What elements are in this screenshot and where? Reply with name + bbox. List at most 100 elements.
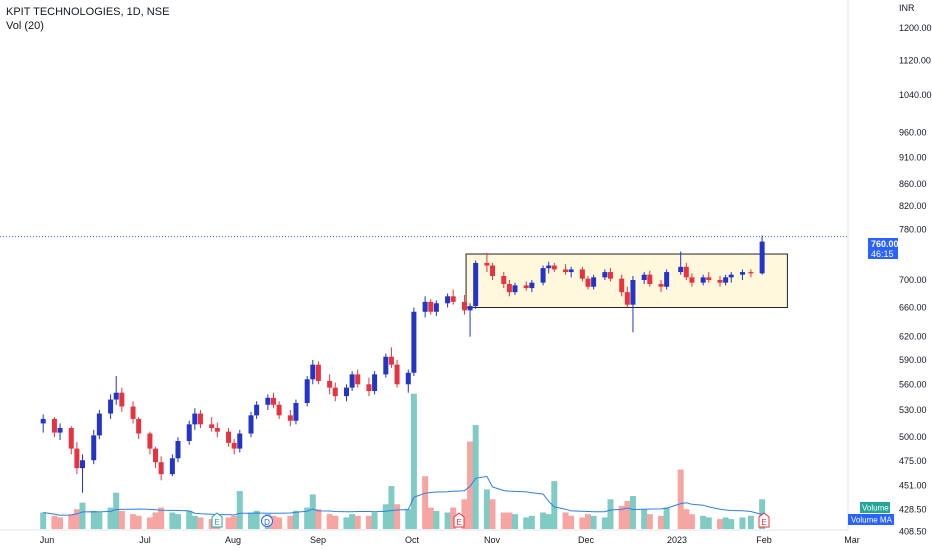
candle[interactable] — [546, 261, 552, 274]
candle[interactable] — [411, 307, 417, 377]
candle[interactable] — [51, 417, 57, 438]
candle[interactable] — [619, 274, 625, 297]
candle[interactable] — [237, 429, 243, 453]
candle[interactable] — [327, 374, 333, 395]
volume-indicator-title[interactable]: Vol (20) — [6, 20, 44, 32]
candle[interactable] — [315, 361, 321, 385]
candle[interactable] — [276, 401, 282, 419]
candle[interactable] — [568, 266, 574, 278]
candle[interactable] — [332, 382, 338, 402]
earnings-badge[interactable] — [758, 512, 770, 528]
candle[interactable] — [119, 387, 125, 412]
candle[interactable] — [349, 371, 355, 392]
candle[interactable] — [700, 274, 706, 286]
candle[interactable] — [270, 392, 276, 409]
candle[interactable] — [209, 417, 215, 432]
candle[interactable] — [40, 414, 46, 433]
candle[interactable] — [153, 446, 159, 469]
candle[interactable] — [192, 408, 198, 430]
candle[interactable] — [226, 427, 232, 447]
event-marker-earnings[interactable]: E — [453, 512, 465, 528]
candle[interactable] — [68, 426, 74, 455]
candle[interactable] — [91, 429, 97, 465]
candle[interactable] — [706, 272, 712, 283]
candle[interactable] — [506, 280, 512, 297]
candle[interactable] — [175, 437, 181, 463]
dividend-badge[interactable] — [261, 515, 273, 527]
candle[interactable] — [287, 410, 293, 427]
candle[interactable] — [304, 376, 310, 407]
candle[interactable] — [343, 384, 349, 402]
candle[interactable] — [231, 439, 237, 455]
candle[interactable] — [739, 269, 745, 280]
candle[interactable] — [473, 260, 479, 309]
candle[interactable] — [433, 300, 439, 317]
candle[interactable] — [383, 353, 389, 378]
candle[interactable] — [186, 420, 192, 445]
event-marker-earnings[interactable]: E — [758, 512, 770, 528]
event-marker-dividend[interactable]: D — [261, 515, 273, 528]
candle[interactable] — [197, 410, 203, 428]
candle[interactable] — [647, 270, 653, 287]
candle[interactable] — [445, 293, 451, 308]
candle[interactable] — [136, 417, 142, 440]
candle[interactable] — [147, 431, 153, 455]
candle[interactable] — [748, 269, 754, 278]
candle[interactable] — [484, 252, 490, 273]
candle[interactable] — [501, 272, 507, 289]
candle[interactable] — [630, 276, 636, 333]
event-marker-earnings[interactable]: E — [211, 512, 223, 528]
candle[interactable] — [585, 276, 591, 290]
candle[interactable] — [355, 369, 361, 388]
candle[interactable] — [130, 401, 136, 424]
candle[interactable] — [467, 303, 473, 337]
candle[interactable] — [591, 274, 597, 290]
candle[interactable] — [372, 371, 378, 395]
candle[interactable] — [607, 268, 613, 282]
candle[interactable] — [579, 266, 585, 282]
candle[interactable] — [461, 294, 467, 315]
candle[interactable] — [664, 269, 670, 290]
symbol-title[interactable]: KPIT TECHNOLOGIES, 1D, NSE — [6, 6, 170, 18]
candle[interactable] — [551, 262, 557, 273]
candle[interactable] — [759, 235, 765, 275]
candle[interactable] — [563, 264, 569, 275]
candle[interactable] — [658, 280, 664, 293]
candle[interactable] — [57, 423, 63, 441]
candle[interactable] — [641, 272, 647, 285]
candle[interactable] — [422, 296, 428, 318]
candle[interactable] — [405, 369, 411, 393]
candle[interactable] — [394, 359, 400, 388]
candle[interactable] — [96, 410, 102, 440]
candle[interactable] — [108, 394, 114, 419]
candle[interactable] — [158, 456, 164, 481]
candle[interactable] — [293, 399, 299, 425]
candle[interactable] — [428, 299, 434, 315]
candle[interactable] — [490, 262, 496, 280]
candle[interactable] — [265, 394, 271, 411]
candle[interactable] — [80, 454, 86, 493]
candle[interactable] — [450, 289, 456, 305]
candle[interactable] — [678, 251, 684, 275]
candle[interactable] — [512, 282, 518, 295]
candle[interactable] — [74, 441, 80, 475]
earnings-badge[interactable] — [453, 512, 465, 528]
candle[interactable] — [540, 265, 546, 286]
candle[interactable] — [214, 422, 220, 438]
candle[interactable] — [602, 269, 608, 280]
candle[interactable] — [254, 401, 260, 419]
candle[interactable] — [624, 286, 630, 308]
candle[interactable] — [683, 262, 689, 280]
candle[interactable] — [248, 411, 254, 438]
candle[interactable] — [689, 273, 695, 287]
candle[interactable] — [169, 454, 175, 477]
candle[interactable] — [529, 280, 535, 293]
candle[interactable] — [388, 347, 394, 368]
candle[interactable] — [723, 274, 729, 286]
candle[interactable] — [310, 359, 316, 385]
candle[interactable] — [113, 376, 119, 405]
earnings-badge[interactable] — [211, 512, 223, 528]
candle[interactable] — [523, 281, 529, 291]
candle[interactable] — [717, 276, 723, 287]
